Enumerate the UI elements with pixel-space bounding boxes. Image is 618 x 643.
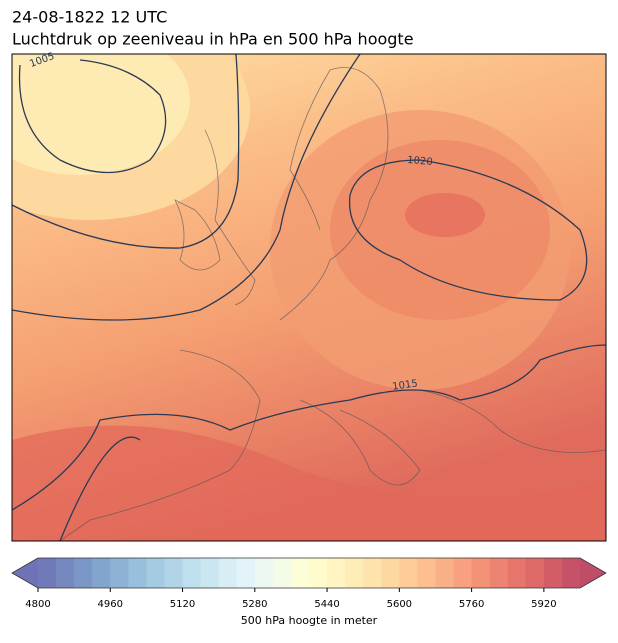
colorbar-tick-label: 5120	[170, 599, 195, 610]
colorbar-segment	[254, 558, 274, 588]
colorbar-segment	[200, 558, 220, 588]
contour-fill	[405, 193, 485, 237]
colorbar-tick-label: 5600	[387, 599, 412, 610]
colorbar-segment	[507, 558, 527, 588]
colorbar-segment	[435, 558, 455, 588]
colorbar-segment	[417, 558, 436, 588]
colorbar: 4800 4960 5120 5280 5440 5600 5760 5920 500 hPa …	[11, 557, 607, 627]
colorbar-segment	[489, 558, 509, 588]
colorbar-segment	[453, 558, 473, 588]
title-line2: Luchtdruk op zeeniveau in hPa en 500 hPa…	[12, 30, 414, 49]
colorbar-segment	[381, 558, 400, 588]
colorbar-segment	[110, 558, 129, 588]
colorbar-segment	[128, 558, 147, 588]
colorbar-segment	[399, 558, 418, 588]
map	[12, 54, 606, 541]
colorbar-segment	[561, 558, 581, 588]
colorbar-segment	[471, 558, 491, 588]
colorbar-tick-label: 5280	[242, 599, 267, 610]
colorbar-segment	[543, 558, 563, 588]
colorbar-outline	[11, 557, 607, 589]
colorbar-segment	[146, 558, 165, 588]
colorbar-segment	[290, 558, 310, 588]
colorbar-segment	[272, 558, 292, 588]
colorbar-extend-high	[580, 558, 606, 588]
colorbar-segment	[327, 558, 346, 588]
colorbar-segment	[525, 558, 545, 588]
colorbar-tick-label: 4800	[25, 599, 50, 610]
colorbar-segment	[182, 558, 202, 588]
colorbar-label: 500 hPa hoogte in meter	[241, 614, 378, 627]
colorbar-segment	[74, 558, 93, 588]
colorbar-segment	[56, 558, 75, 588]
colorbar-segment	[92, 558, 111, 588]
contour-fill	[12, 54, 190, 175]
coastlines	[59, 67, 606, 541]
isobars	[12, 54, 606, 541]
colorbar-segment	[345, 558, 364, 588]
title-line1: 24-08-1822 12 UTC	[12, 8, 167, 27]
colorbar-tick-label: 5760	[459, 599, 484, 610]
colorbar-tick-label: 5920	[531, 599, 556, 610]
colorbar-segment	[363, 558, 382, 588]
colorbar-tick-label: 4960	[98, 599, 123, 610]
isobar-label: 1020	[407, 155, 433, 168]
colorbar-segment	[38, 558, 57, 588]
colorbar-segment	[309, 558, 328, 588]
isobar-label: 1015	[392, 378, 419, 392]
colorbar-extend-low	[12, 558, 38, 588]
contour-fill	[12, 425, 606, 541]
colorbar-tick-label: 5440	[314, 599, 339, 610]
map-frame	[11, 53, 607, 542]
colorbar-segment	[164, 558, 184, 588]
colorbar-segment	[236, 558, 256, 588]
colorbar-segment	[218, 558, 238, 588]
